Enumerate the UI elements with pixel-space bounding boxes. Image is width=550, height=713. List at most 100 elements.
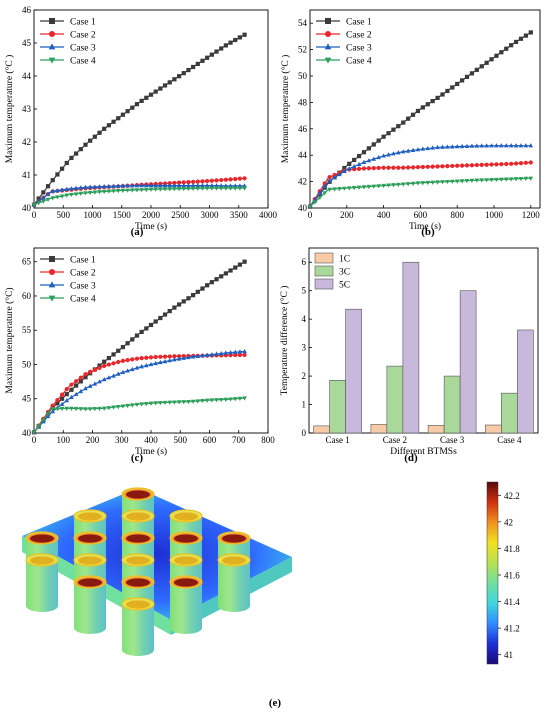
data-point (102, 126, 107, 131)
battery-cell-core (174, 578, 198, 587)
y-tick-label: 42 (298, 177, 307, 187)
data-point (494, 53, 499, 58)
data-point (148, 322, 154, 328)
data-point (55, 188, 60, 193)
data-point (73, 391, 79, 397)
data-point (172, 187, 177, 192)
y-tick-label: 60 (22, 291, 32, 301)
x-tick-label: 200 (340, 210, 354, 220)
data-point (50, 407, 56, 412)
data-point (78, 185, 84, 190)
data-point (464, 163, 470, 168)
data-point (435, 144, 440, 150)
data-point (64, 392, 69, 397)
data-point (223, 397, 229, 402)
data-point (144, 363, 149, 368)
data-point (484, 178, 489, 183)
bar-5C (459, 290, 477, 434)
data-point (101, 406, 107, 411)
data-point (371, 165, 376, 171)
data-point (97, 190, 102, 195)
x-tick-label: 3000 (201, 210, 220, 220)
data-point (120, 183, 126, 188)
y-tick-label: 45 (22, 38, 32, 48)
data-point (327, 175, 332, 180)
bar-3C (501, 392, 518, 434)
data-point (78, 407, 84, 412)
data-point (237, 35, 243, 40)
data-point (97, 130, 102, 135)
data-point (129, 366, 135, 372)
data-point (218, 186, 224, 191)
data-point (351, 185, 357, 191)
data-point (420, 105, 425, 110)
series-line-3 (33, 350, 245, 433)
data-point (181, 180, 186, 185)
data-point (460, 78, 465, 83)
data-point (172, 305, 177, 310)
data-point (322, 191, 328, 196)
data-point (366, 184, 372, 190)
data-point (116, 359, 121, 365)
data-point (101, 184, 107, 189)
data-point (134, 102, 140, 107)
data-point (361, 159, 367, 165)
data-point (401, 120, 406, 125)
x-axis-label: Different BTMSs (390, 446, 457, 457)
data-point (50, 188, 56, 194)
data-point (459, 143, 465, 149)
data-point (450, 85, 455, 90)
data-point (401, 165, 406, 170)
legend-marker (48, 57, 56, 64)
data-point (317, 190, 323, 195)
legend-label: Case 3 (70, 44, 96, 54)
data-point (55, 195, 60, 200)
data-point (55, 401, 60, 406)
data-point (420, 181, 426, 186)
data-point (228, 40, 233, 45)
data-point (153, 183, 158, 188)
data-point (204, 398, 210, 403)
data-point (464, 74, 470, 79)
data-point (454, 179, 460, 184)
data-point (322, 184, 328, 189)
data-point (523, 176, 529, 181)
chart-panel-b: 40 42 44 46 48 50 52 54 Maximum temperature (°C … (280, 9, 541, 238)
data-point (391, 165, 396, 170)
data-point (186, 186, 191, 192)
data-point (69, 387, 74, 392)
data-point (474, 162, 479, 168)
data-point (204, 186, 210, 191)
data-point (200, 183, 205, 188)
data-point (64, 387, 69, 392)
data-point (106, 375, 112, 380)
x-axis-label: Time (s) (135, 221, 167, 232)
data-point (214, 183, 219, 188)
data-point (45, 411, 51, 417)
data-point (430, 145, 435, 150)
x-tick-label: 4000 (259, 210, 278, 220)
data-point (307, 205, 313, 210)
data-point (144, 95, 149, 100)
data-point (78, 379, 83, 384)
data-point (406, 116, 411, 121)
data-point (45, 191, 51, 196)
data-point (523, 33, 528, 38)
data-point (371, 156, 377, 161)
legend-marker (324, 43, 332, 50)
data-point (111, 119, 116, 124)
data-point (204, 183, 210, 188)
data-point (172, 180, 177, 186)
data-point (242, 259, 247, 264)
x-tick-label: 800 (450, 210, 464, 220)
legend-marker (49, 31, 55, 37)
plot-frame (308, 247, 539, 434)
y-tick-label: 40 (298, 203, 308, 213)
y-tick-label: 4 (302, 314, 307, 324)
data-point (454, 144, 460, 149)
data-point (153, 354, 158, 360)
colorbar-tick-label: 41.4 (504, 597, 520, 607)
data-point (425, 180, 431, 186)
data-point (214, 186, 219, 191)
series-line-3 (33, 185, 245, 206)
